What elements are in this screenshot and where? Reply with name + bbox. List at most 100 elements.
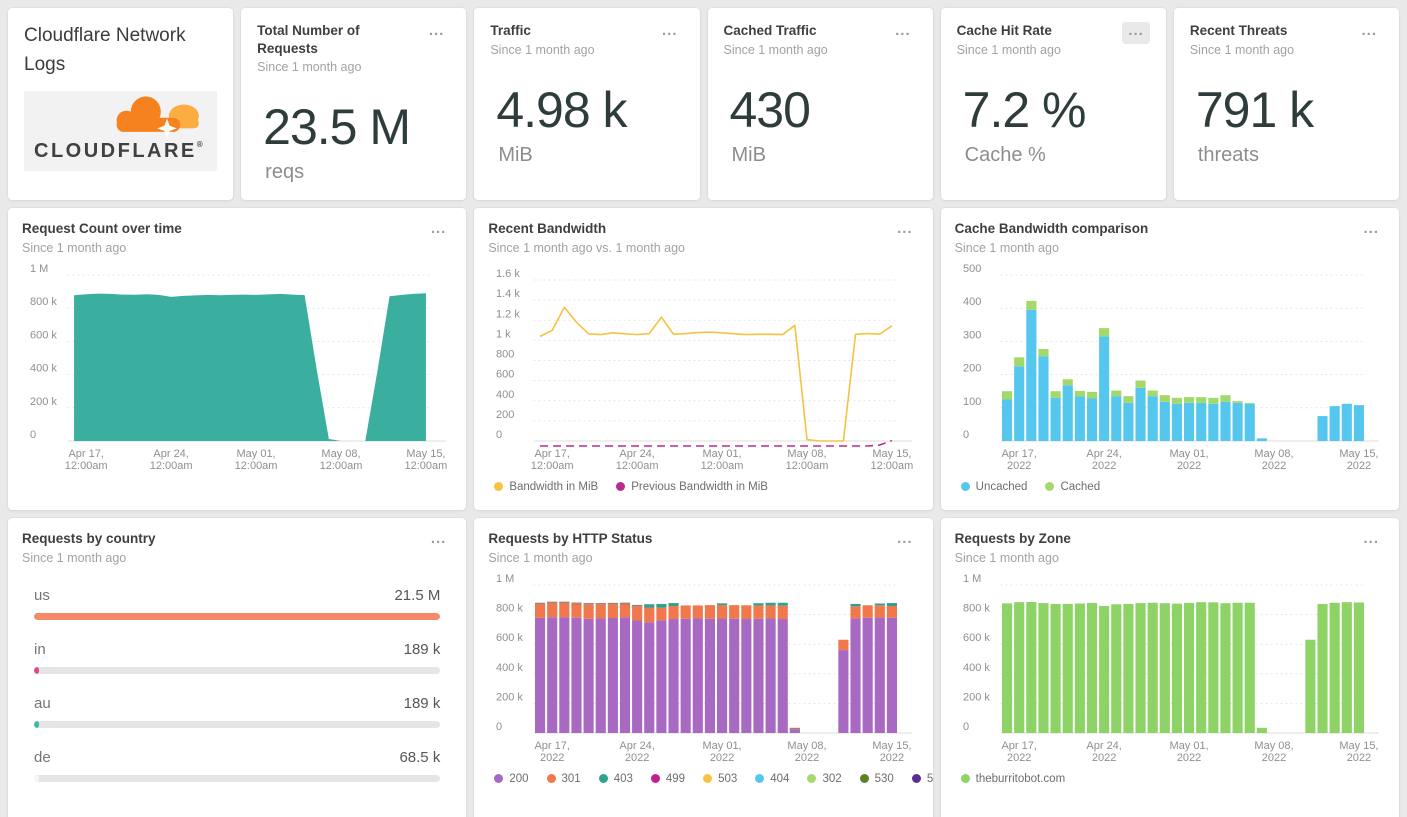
bar-segment[interactable] bbox=[1171, 603, 1182, 733]
bar-segment[interactable] bbox=[1353, 602, 1364, 733]
bar-segment[interactable] bbox=[741, 618, 752, 733]
bar-segment[interactable] bbox=[1159, 602, 1170, 733]
bar-segment[interactable] bbox=[1122, 603, 1134, 733]
bar-segment[interactable] bbox=[1062, 603, 1073, 733]
bar-segment[interactable] bbox=[608, 617, 619, 733]
bar-segment[interactable] bbox=[559, 616, 570, 733]
bar-segment[interactable] bbox=[608, 602, 619, 603]
bar-segment[interactable] bbox=[535, 617, 546, 733]
bar-segment[interactable] bbox=[1195, 402, 1206, 441]
bar-segment[interactable] bbox=[1074, 603, 1085, 733]
bar-segment[interactable] bbox=[1232, 602, 1243, 733]
bar-segment[interactable] bbox=[632, 606, 643, 621]
bar-segment[interactable] bbox=[887, 617, 898, 733]
bar-segment[interactable] bbox=[1304, 639, 1316, 733]
bar-segment[interactable] bbox=[1001, 399, 1012, 441]
bar-segment[interactable] bbox=[595, 604, 607, 618]
bar-segment[interactable] bbox=[571, 601, 582, 603]
bar-segment[interactable] bbox=[1341, 601, 1352, 733]
bar-segment[interactable] bbox=[1183, 402, 1194, 441]
bar-segment[interactable] bbox=[777, 602, 789, 606]
panel-menu-button[interactable]: ... bbox=[1122, 22, 1150, 44]
line-series[interactable] bbox=[540, 439, 893, 447]
bar-segment[interactable] bbox=[1220, 394, 1231, 402]
bar-segment[interactable] bbox=[1013, 365, 1024, 441]
legend-item-301[interactable]: 301 bbox=[546, 773, 581, 785]
legend-item-bandwidth-in-mib[interactable]: Bandwidth in MiB bbox=[494, 481, 598, 493]
bar-segment[interactable] bbox=[595, 602, 607, 604]
bar-segment[interactable] bbox=[1220, 401, 1231, 441]
bar-segment[interactable] bbox=[1001, 390, 1012, 400]
bar-segment[interactable] bbox=[862, 604, 874, 618]
bar-segment[interactable] bbox=[1038, 355, 1049, 441]
bar-segment[interactable] bbox=[693, 604, 704, 618]
bar-segment[interactable] bbox=[875, 604, 886, 617]
bar-segment[interactable] bbox=[838, 649, 849, 733]
bar-segment[interactable] bbox=[1110, 603, 1121, 733]
legend-item-503[interactable]: 503 bbox=[703, 773, 737, 785]
legend-item-404[interactable]: 404 bbox=[755, 773, 789, 785]
bar-segment[interactable] bbox=[571, 603, 582, 618]
bar-segment[interactable] bbox=[680, 618, 692, 733]
bar-segment[interactable] bbox=[1001, 602, 1012, 733]
bar-segment[interactable] bbox=[1050, 390, 1061, 398]
bar-segment[interactable] bbox=[850, 617, 861, 733]
bar-segment[interactable] bbox=[777, 605, 789, 619]
bar-segment[interactable] bbox=[620, 602, 631, 603]
bar-segment[interactable] bbox=[644, 603, 655, 608]
bar-segment[interactable] bbox=[571, 617, 582, 733]
bar-segment[interactable] bbox=[705, 604, 716, 619]
legend-item-530[interactable]: 530 bbox=[859, 773, 894, 785]
bar-segment[interactable] bbox=[1135, 387, 1146, 441]
bar-segment[interactable] bbox=[1244, 403, 1255, 441]
panel-menu-button[interactable]: ... bbox=[1363, 220, 1379, 237]
bar-segment[interactable] bbox=[1062, 378, 1073, 385]
bar-segment[interactable] bbox=[1025, 300, 1037, 310]
bar-segment[interactable] bbox=[1074, 390, 1085, 396]
bar-segment[interactable] bbox=[583, 602, 594, 604]
panel-menu-button[interactable]: ... bbox=[661, 22, 678, 39]
legend-item-302[interactable]: 302 bbox=[807, 773, 842, 785]
bar-segment[interactable] bbox=[1098, 327, 1109, 336]
bar-segment[interactable] bbox=[875, 603, 886, 605]
bar-segment[interactable] bbox=[838, 639, 849, 650]
bar-segment[interactable] bbox=[668, 602, 679, 606]
line-series[interactable] bbox=[540, 305, 893, 442]
bar-segment[interactable] bbox=[741, 604, 752, 619]
bar-segment[interactable] bbox=[1244, 402, 1255, 404]
bar-segment[interactable] bbox=[1329, 405, 1340, 441]
bar-segment[interactable] bbox=[717, 602, 728, 605]
bar-segment[interactable] bbox=[1232, 400, 1243, 403]
bar-segment[interactable] bbox=[1098, 335, 1109, 441]
bar-segment[interactable] bbox=[632, 620, 643, 733]
panel-menu-button[interactable]: ... bbox=[428, 22, 445, 39]
bar-segment[interactable] bbox=[790, 728, 801, 733]
bar-segment[interactable] bbox=[1086, 391, 1097, 399]
bar-segment[interactable] bbox=[1244, 602, 1255, 733]
panel-menu-button[interactable]: ... bbox=[430, 220, 447, 237]
bar-segment[interactable] bbox=[1135, 602, 1146, 733]
bar-segment[interactable] bbox=[1183, 396, 1194, 403]
bar-segment[interactable] bbox=[790, 727, 801, 728]
bar-segment[interactable] bbox=[1135, 380, 1146, 388]
bar-segment[interactable] bbox=[1147, 602, 1158, 733]
legend-item-200[interactable]: 200 bbox=[494, 773, 529, 785]
panel-menu-button[interactable]: ... bbox=[1361, 22, 1377, 39]
bar-segment[interactable] bbox=[620, 616, 631, 733]
bar-segment[interactable] bbox=[1110, 395, 1121, 441]
bar-segment[interactable] bbox=[1025, 309, 1037, 441]
bar-segment[interactable] bbox=[729, 618, 740, 733]
bar-segment[interactable] bbox=[656, 607, 667, 620]
bar-segment[interactable] bbox=[644, 621, 655, 733]
bar-segment[interactable] bbox=[583, 604, 594, 619]
bar-segment[interactable] bbox=[1159, 401, 1170, 441]
bar-segment[interactable] bbox=[1195, 601, 1206, 733]
bar-segment[interactable] bbox=[608, 603, 619, 618]
bar-segment[interactable] bbox=[717, 617, 728, 733]
bar-segment[interactable] bbox=[705, 618, 716, 733]
bar-segment[interactable] bbox=[887, 602, 898, 606]
